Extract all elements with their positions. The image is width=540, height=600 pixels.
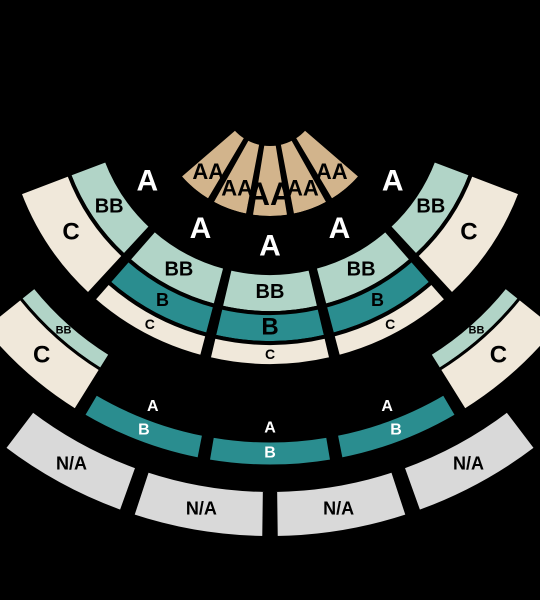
section-label: A (381, 398, 393, 415)
section-label: C (33, 342, 50, 369)
section-label: BB (164, 258, 193, 280)
section-label: BB (256, 281, 285, 303)
section-label: C (265, 346, 275, 362)
section-ring3-2[interactable]: BB (221, 268, 320, 313)
section-label: C (385, 316, 395, 332)
section-label: C (490, 342, 507, 369)
section-label: A (329, 212, 351, 245)
section-ring2-2[interactable]: A (230, 215, 310, 273)
section-label: B (390, 421, 402, 438)
seating-chart: AAAAAAAAAAAAAAABBBBBBBBBBCCBBBCCCBBBBCCA… (0, 0, 540, 600)
section-label: A (259, 230, 281, 263)
section-label: BB (416, 195, 445, 217)
section-label: AA (287, 176, 319, 201)
section-label: C (145, 316, 155, 332)
section-label: B (138, 421, 150, 438)
section-label: B (261, 314, 278, 341)
section-ring5_inner_top-2[interactable]: A (213, 412, 328, 441)
section-label: N/A (323, 498, 354, 518)
section-label: B (264, 445, 276, 462)
section-label: AA (316, 159, 348, 184)
section-ring6-1[interactable]: N/A (132, 470, 265, 538)
section-label: A (190, 212, 212, 245)
section-ring6-2[interactable]: N/A (275, 470, 408, 538)
section-label: BB (469, 325, 485, 337)
section-ring4_inner_top-2[interactable]: B (214, 307, 326, 343)
section-label: A (382, 164, 404, 197)
section-label: BB (95, 195, 124, 217)
section-label: C (62, 219, 79, 246)
section-label: A (147, 398, 159, 415)
section-ring5_inner_bot-2[interactable]: B (208, 436, 331, 466)
section-label: BB (56, 325, 72, 337)
section-label: B (371, 290, 384, 310)
section-label: B (156, 290, 169, 310)
section-label: N/A (453, 454, 484, 474)
section-label: AA (192, 159, 224, 184)
section-label: C (460, 219, 477, 246)
section-label: N/A (186, 498, 217, 518)
section-label: A (264, 420, 276, 437)
section-label: A (136, 164, 158, 197)
section-label: BB (347, 258, 376, 280)
section-label: N/A (56, 454, 87, 474)
